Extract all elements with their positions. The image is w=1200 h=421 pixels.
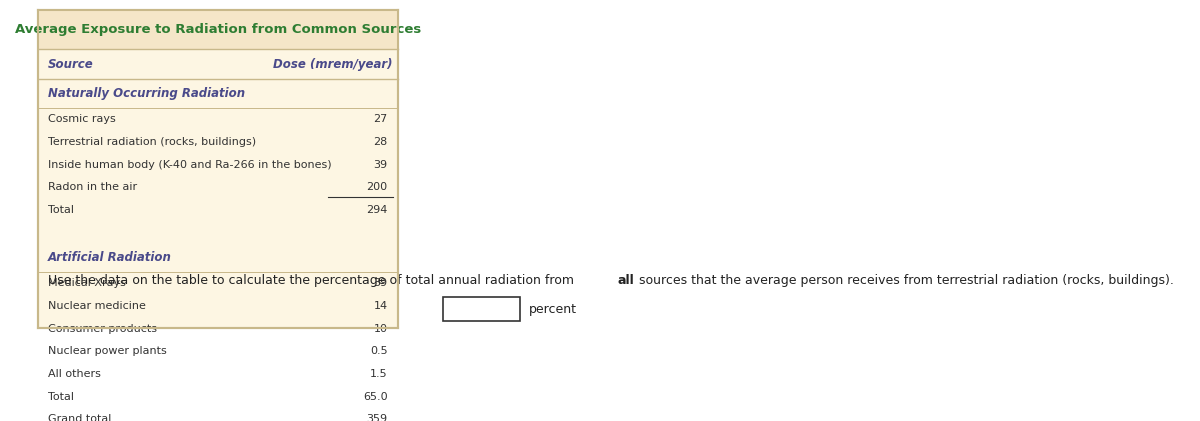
Text: 28: 28 bbox=[373, 137, 388, 147]
Text: Nuclear power plants: Nuclear power plants bbox=[48, 346, 167, 357]
Text: 359: 359 bbox=[366, 414, 388, 421]
Text: Cosmic rays: Cosmic rays bbox=[48, 115, 115, 125]
Text: 27: 27 bbox=[373, 115, 388, 125]
Text: Consumer products: Consumer products bbox=[48, 324, 157, 334]
Text: Terrestrial radiation (rocks, buildings): Terrestrial radiation (rocks, buildings) bbox=[48, 137, 256, 147]
Text: Source: Source bbox=[48, 58, 94, 71]
Text: Artificial Radiation: Artificial Radiation bbox=[48, 251, 172, 264]
Text: 39: 39 bbox=[373, 160, 388, 170]
Text: Naturally Occurring Radiation: Naturally Occurring Radiation bbox=[48, 87, 245, 100]
FancyBboxPatch shape bbox=[443, 298, 521, 321]
Text: 200: 200 bbox=[366, 182, 388, 192]
FancyBboxPatch shape bbox=[38, 10, 397, 49]
Text: Total: Total bbox=[48, 205, 73, 215]
Text: 0.5: 0.5 bbox=[370, 346, 388, 357]
Text: Grand total: Grand total bbox=[48, 414, 112, 421]
Text: 14: 14 bbox=[373, 301, 388, 311]
Text: Radon in the air: Radon in the air bbox=[48, 182, 137, 192]
Text: Total: Total bbox=[48, 392, 73, 402]
Text: Inside human body (K-40 and Ra-266 in the bones): Inside human body (K-40 and Ra-266 in th… bbox=[48, 160, 331, 170]
Text: Nuclear medicine: Nuclear medicine bbox=[48, 301, 145, 311]
Text: sources that the average person receives from terrestrial radiation (rocks, buil: sources that the average person receives… bbox=[635, 274, 1174, 287]
Text: percent: percent bbox=[528, 303, 576, 316]
Text: 65.0: 65.0 bbox=[362, 392, 388, 402]
Text: 294: 294 bbox=[366, 205, 388, 215]
Text: 10: 10 bbox=[373, 324, 388, 334]
Text: 39: 39 bbox=[373, 278, 388, 288]
Text: Average Exposure to Radiation from Common Sources: Average Exposure to Radiation from Commo… bbox=[14, 23, 421, 36]
Text: Dose (mrem/year): Dose (mrem/year) bbox=[274, 58, 392, 71]
Text: all: all bbox=[617, 274, 634, 287]
Text: 1.5: 1.5 bbox=[370, 369, 388, 379]
Text: Medical Xrays: Medical Xrays bbox=[48, 278, 126, 288]
FancyBboxPatch shape bbox=[38, 10, 397, 328]
Text: Use the data on the table to calculate the percentage of total annual radiation : Use the data on the table to calculate t… bbox=[48, 274, 577, 287]
Text: All others: All others bbox=[48, 369, 101, 379]
